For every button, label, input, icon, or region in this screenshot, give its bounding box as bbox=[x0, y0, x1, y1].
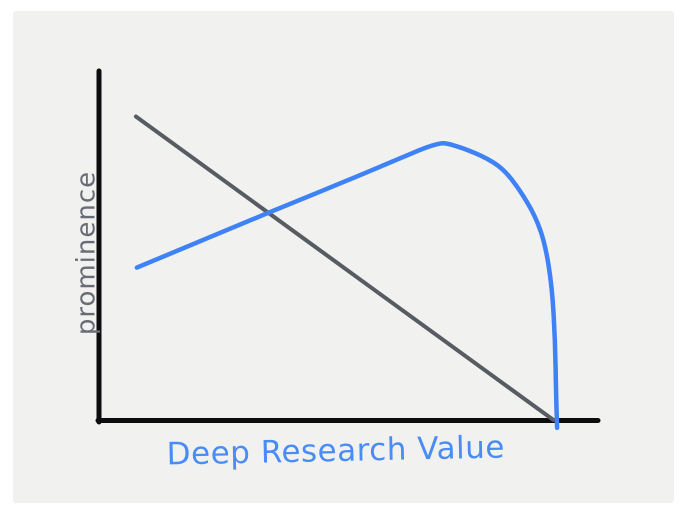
gray-declining-line-series bbox=[133, 114, 556, 422]
series-group bbox=[133, 114, 560, 431]
x-axis-label: Deep Research Value bbox=[166, 429, 505, 472]
y-axis-label: prominence bbox=[72, 171, 102, 335]
blue-rise-then-collapse-curve-series bbox=[134, 141, 560, 431]
